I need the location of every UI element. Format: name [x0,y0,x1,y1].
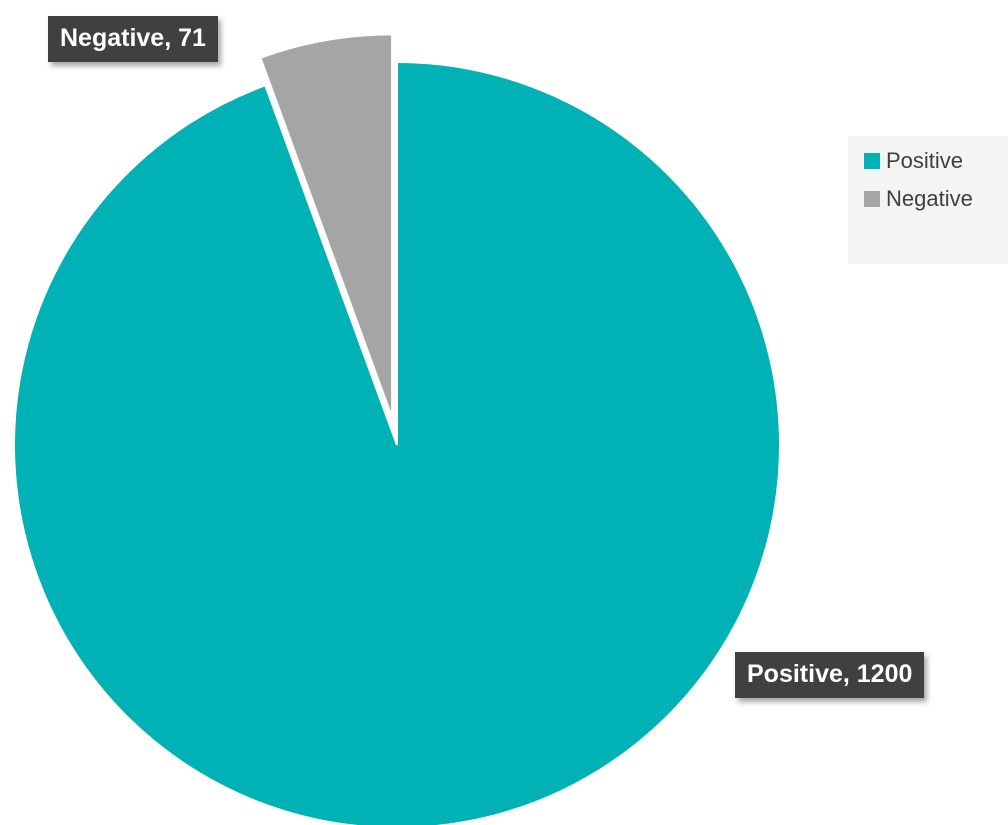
legend-swatch-negative [864,191,880,207]
legend-label-positive: Positive [886,148,964,173]
pie-slice-negative [259,33,394,418]
legend-label-negative: Negative [886,186,973,211]
pie-slice-positive [13,60,781,825]
chart-legend: Positive Negative [848,136,1008,264]
legend-swatch-positive [864,153,880,169]
data-label-positive: Positive, 1200 [735,652,925,698]
legend-item-positive: Positive [848,142,1008,180]
legend-item-negative: Negative [848,180,1008,218]
data-label-negative: Negative, 71 [48,16,218,62]
